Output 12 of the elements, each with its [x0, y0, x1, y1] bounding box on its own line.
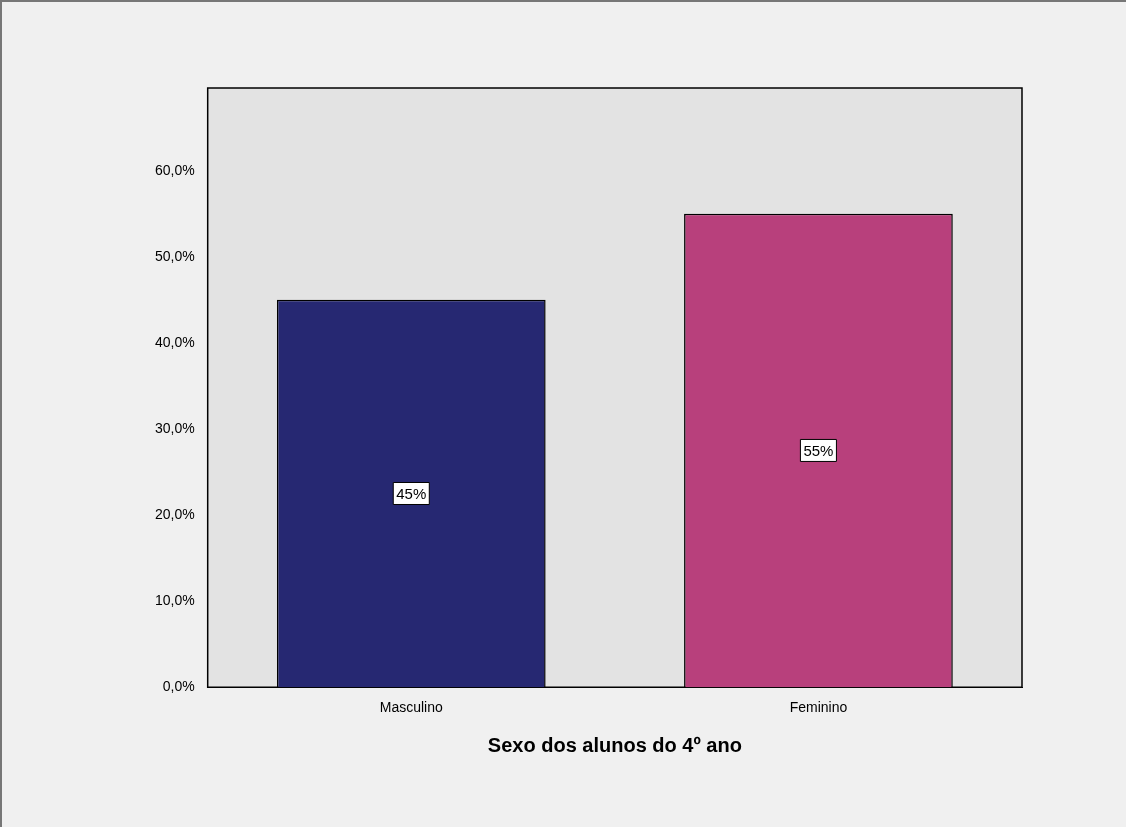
- y-tick-label: 40,0%: [154, 333, 195, 350]
- data-label: 55%: [803, 441, 834, 459]
- y-tick-label: 20,0%: [154, 505, 195, 522]
- y-tick-label: 30,0%: [154, 419, 195, 436]
- y-tick-label: 50,0%: [154, 247, 195, 264]
- data-label: 45%: [396, 484, 427, 502]
- x-tick-label: Masculino: [379, 699, 443, 716]
- y-tick-label: 60,0%: [154, 161, 195, 178]
- y-tick-label: 0,0%: [162, 678, 195, 695]
- x-tick-label: Feminino: [789, 699, 848, 716]
- x-axis-title: Sexo dos alunos do 4º ano: [487, 733, 742, 756]
- y-tick-label: 10,0%: [154, 591, 195, 608]
